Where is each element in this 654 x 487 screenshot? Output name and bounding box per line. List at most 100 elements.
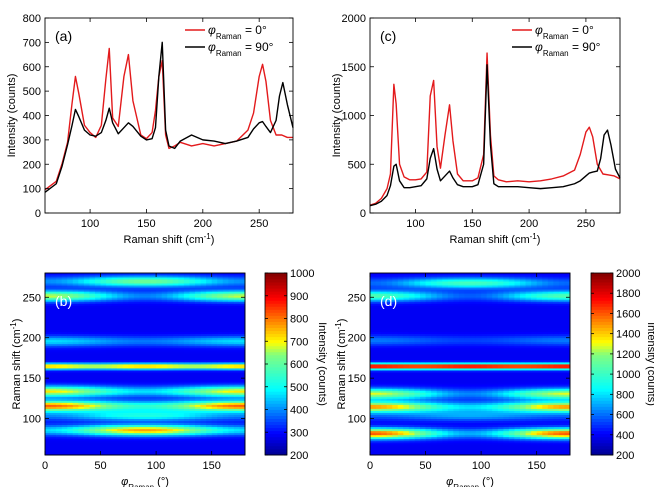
- heatmap-cell: [200, 297, 207, 300]
- heatmap-cell: [200, 317, 207, 320]
- heatmap-cell: [536, 414, 543, 417]
- heatmap-cell: [195, 309, 201, 312]
- heatmap-cell: [89, 295, 96, 298]
- heatmap-cell: [117, 442, 124, 446]
- colorbar-label: Intensity (counts): [316, 322, 328, 406]
- heatmap-cell: [403, 368, 410, 371]
- heatmap-cell: [67, 422, 74, 426]
- heatmap-cell: [542, 452, 549, 456]
- heatmap-cell: [172, 444, 179, 448]
- heatmap-cell: [492, 394, 499, 397]
- heatmap-cell: [222, 406, 229, 409]
- heatmap-cell: [50, 390, 57, 393]
- heatmap-cell: [200, 448, 207, 452]
- heatmap-cell: [106, 283, 113, 286]
- heatmap-cell: [392, 372, 399, 375]
- heatmap-cell: [100, 384, 107, 387]
- heatmap-cell: [45, 331, 51, 335]
- heatmap-cell: [492, 434, 499, 438]
- heatmap-cell: [128, 372, 135, 375]
- heatmap-cell: [145, 436, 151, 440]
- heatmap-cell: [89, 309, 96, 312]
- heatmap-cell: [436, 450, 443, 454]
- heatmap-cell: [553, 446, 560, 450]
- heatmap-cell: [503, 368, 510, 371]
- heatmap-cell: [195, 323, 201, 326]
- heatmap-cell: [83, 432, 90, 436]
- heatmap-cell: [492, 428, 499, 432]
- heatmap-cell: [56, 448, 63, 452]
- heatmap-cell: [503, 450, 510, 454]
- heatmap-cell: [178, 430, 185, 434]
- heatmap-cell: [167, 327, 174, 331]
- heatmap-cell: [83, 450, 90, 454]
- heatmap-cell: [167, 305, 174, 308]
- heatmap-cell: [492, 420, 499, 424]
- heatmap-cell: [167, 275, 174, 278]
- heatmap-cell: [481, 398, 488, 401]
- heatmap-cell: [211, 313, 218, 316]
- heatmap-cell: [536, 412, 543, 415]
- heatmap-cell: [481, 434, 488, 438]
- heatmap-cell: [178, 315, 185, 318]
- heatmap-cell: [100, 281, 107, 284]
- heatmap-cell: [122, 374, 129, 377]
- heatmap-cell: [486, 378, 493, 381]
- heatmap-cell: [122, 436, 129, 440]
- heatmap-cell: [161, 382, 168, 385]
- heatmap-cell: [239, 432, 246, 436]
- heatmap-cell: [156, 390, 163, 393]
- heatmap-cell: [206, 289, 213, 292]
- heatmap-cell: [195, 406, 201, 409]
- heatmap-cell: [106, 301, 113, 304]
- heatmap-cell: [50, 323, 57, 326]
- heatmap-cell: [128, 285, 135, 288]
- heatmap-cell: [211, 333, 218, 337]
- heatmap-cell: [83, 384, 90, 387]
- heatmap-cell: [370, 390, 376, 393]
- heatmap-cell: [117, 370, 124, 373]
- y-tick-label: 1500: [342, 62, 366, 74]
- heatmap-cell: [172, 305, 179, 308]
- heatmap-cell: [172, 420, 179, 424]
- heatmap-cell: [431, 414, 438, 417]
- heatmap-cell: [150, 402, 157, 405]
- heatmap-cell: [442, 422, 449, 426]
- heatmap-cell: [45, 402, 51, 405]
- heatmap-cell: [470, 408, 476, 411]
- heatmap-cell: [78, 301, 85, 304]
- heatmap-cell: [156, 448, 163, 452]
- heatmap-cell: [189, 295, 196, 298]
- heatmap-cell: [525, 424, 532, 428]
- heatmap-cell: [508, 428, 515, 432]
- heatmap-cell: [470, 410, 476, 413]
- heatmap-cell: [128, 287, 135, 290]
- heatmap-cell: [106, 345, 113, 349]
- heatmap-cell: [370, 414, 376, 417]
- heatmap-cell: [72, 364, 79, 367]
- heatmap-cell: [195, 291, 201, 294]
- heatmap-cell: [239, 353, 246, 357]
- heatmap-cell: [520, 448, 526, 452]
- heatmap-cell: [50, 275, 57, 278]
- heatmap-cell: [61, 386, 68, 389]
- heatmap-cell: [520, 390, 526, 393]
- heatmap-cell: [117, 361, 124, 365]
- heatmap-cell: [564, 442, 571, 446]
- heatmap-cell: [375, 392, 382, 395]
- heatmap-cell: [178, 343, 185, 347]
- heatmap-cell: [183, 412, 190, 415]
- heatmap-cell: [222, 325, 229, 328]
- heatmap-cell: [542, 390, 549, 393]
- heatmap-cell: [195, 361, 201, 365]
- heatmap-cell: [67, 323, 74, 326]
- heatmap-cell: [122, 372, 129, 375]
- heatmap-cell: [89, 325, 96, 328]
- heatmap-cell: [150, 347, 157, 351]
- heatmap-cell: [56, 323, 63, 326]
- heatmap-cell: [189, 380, 196, 383]
- heatmap-cell: [72, 321, 79, 324]
- heatmap-cell: [67, 374, 74, 377]
- heatmap-cell: [67, 275, 74, 278]
- heatmap-cell: [195, 275, 201, 278]
